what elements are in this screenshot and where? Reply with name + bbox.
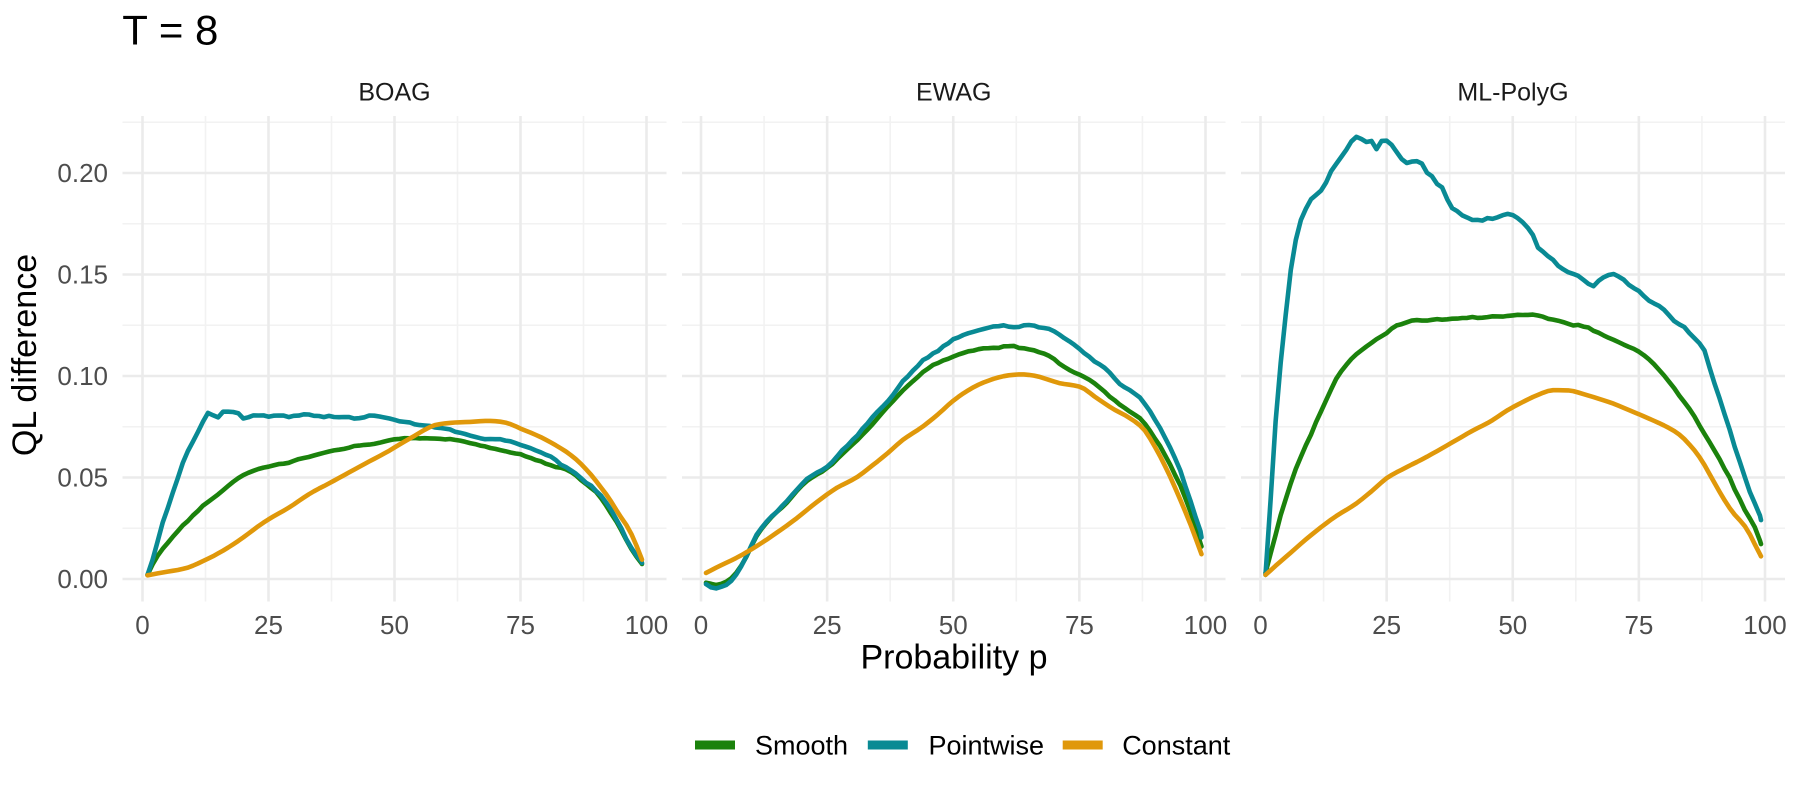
svg-text:75: 75: [1065, 610, 1094, 640]
svg-text:0: 0: [694, 610, 708, 640]
svg-text:100: 100: [1184, 610, 1227, 640]
svg-text:0: 0: [135, 610, 149, 640]
svg-text:Constant: Constant: [1122, 731, 1231, 761]
svg-text:50: 50: [380, 610, 409, 640]
svg-text:Probability p: Probability p: [860, 639, 1047, 677]
svg-text:Pointwise: Pointwise: [929, 731, 1045, 761]
svg-text:25: 25: [813, 610, 842, 640]
svg-text:100: 100: [1743, 610, 1786, 640]
svg-text:0.15: 0.15: [57, 260, 108, 290]
svg-text:50: 50: [1498, 610, 1527, 640]
svg-text:25: 25: [254, 610, 283, 640]
svg-text:BOAG: BOAG: [358, 79, 430, 107]
svg-text:75: 75: [1624, 610, 1653, 640]
svg-text:QL difference: QL difference: [6, 254, 44, 456]
svg-text:ML-PolyG: ML-PolyG: [1457, 79, 1568, 107]
svg-text:0.05: 0.05: [57, 463, 108, 493]
svg-text:0.10: 0.10: [57, 361, 108, 391]
svg-text:75: 75: [506, 610, 535, 640]
svg-text:T = 8: T = 8: [122, 6, 218, 53]
svg-text:Smooth: Smooth: [755, 731, 848, 761]
svg-text:0.20: 0.20: [57, 158, 108, 188]
svg-text:0.00: 0.00: [57, 564, 108, 594]
svg-text:25: 25: [1372, 610, 1401, 640]
svg-text:0: 0: [1253, 610, 1267, 640]
svg-text:100: 100: [625, 610, 668, 640]
svg-text:EWAG: EWAG: [916, 79, 991, 107]
svg-text:50: 50: [939, 610, 968, 640]
